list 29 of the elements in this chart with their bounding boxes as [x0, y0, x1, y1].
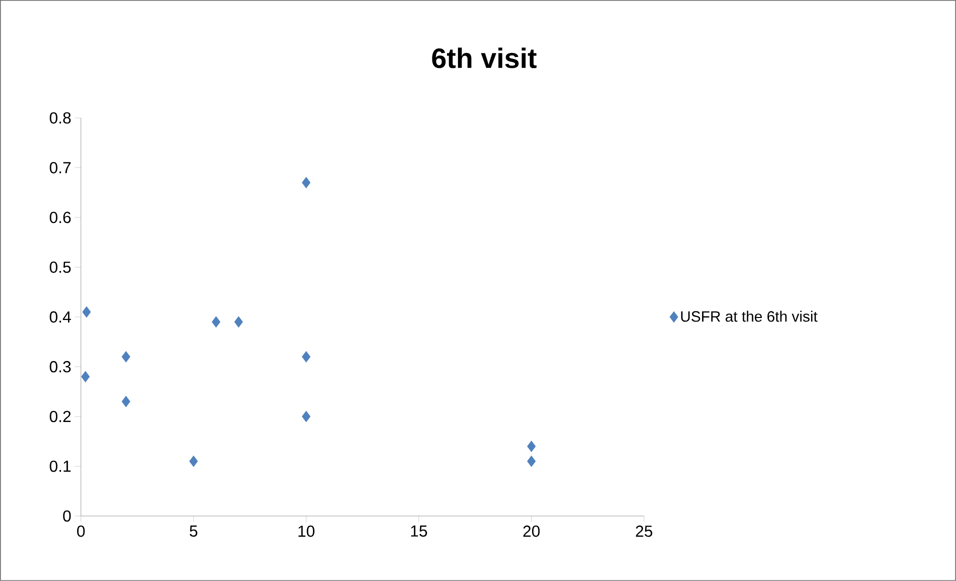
x-tick-label: 5 [190, 526, 198, 537]
chart-title: 6th visit [432, 48, 537, 68]
point [122, 351, 130, 363]
x-tick-label: 10 [298, 526, 314, 537]
point [302, 176, 310, 188]
point [81, 371, 90, 382]
point [527, 440, 536, 452]
legend-label: USFR at the 6th visit [681, 310, 818, 322]
y-tick-label: 0.8 [50, 112, 71, 124]
x-tick-label: 25 [636, 526, 652, 537]
y-tick-label: 0.5 [50, 262, 71, 273]
point [122, 396, 130, 408]
point [302, 351, 310, 363]
point [302, 410, 310, 422]
point [234, 316, 243, 328]
x-tick-label: 20 [523, 526, 540, 537]
x-tick-label: 0 [77, 526, 85, 537]
y-tick-label: 0.6 [50, 212, 71, 224]
y-tick-label: 0.1 [50, 460, 71, 472]
y-tick-label: 0.3 [50, 361, 71, 372]
point [82, 306, 91, 318]
point [527, 456, 536, 468]
y-tick-label: 0.2 [50, 410, 71, 422]
x-tick-label: 15 [411, 526, 428, 537]
y-tick-label: 0.7 [50, 162, 71, 174]
y-tick-label: 0.4 [50, 311, 71, 323]
y-tick-label: 0 [63, 510, 71, 522]
point [189, 456, 198, 468]
point [212, 316, 220, 328]
